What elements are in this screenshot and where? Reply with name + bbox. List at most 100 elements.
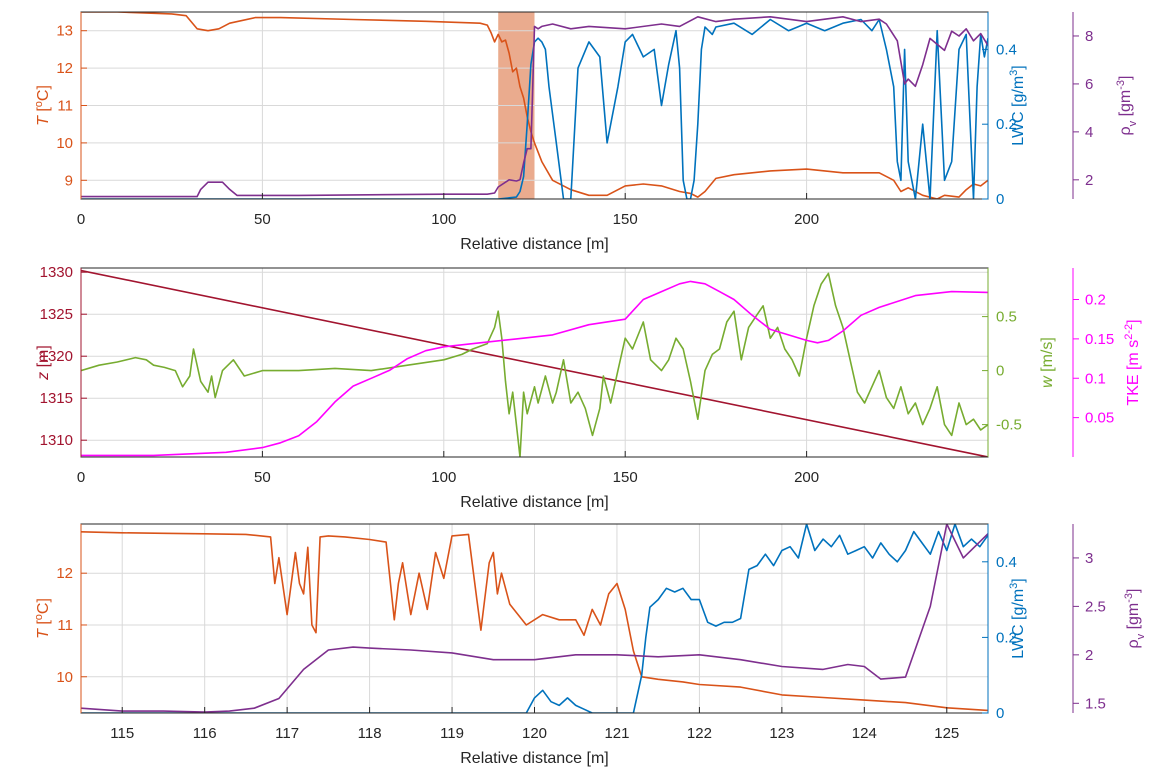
second-right-axis-label-part: -2 [1123,324,1135,334]
x-tick-label: 150 [613,211,638,228]
right-tick-label: 0.2 [996,629,1017,646]
right-tick-label: 0.5 [996,309,1017,326]
second-right-tick-label: 3 [1085,550,1093,567]
left-tick-label: 10 [56,669,73,686]
second-right-tick-label: 2 [1085,647,1093,664]
panel-2 [80,267,1079,458]
left-axis-label-part: o [33,614,45,620]
x-tick-label: 120 [522,725,547,742]
left-axis-label-part: C] [35,85,52,101]
left-tick-label: 1315 [40,390,73,407]
right-tick-label: 0 [996,705,1004,722]
right-tick-label: 0 [996,191,1004,208]
second-right-axis-label-part: v [1127,120,1139,126]
left-axis-label: z [m] [35,345,52,381]
second-right-tick-label: 0.15 [1085,331,1114,348]
left-axis-label: T [oC] [33,85,52,126]
left-axis-label-part: C] [35,598,52,614]
x-tick-label: 117 [275,725,299,742]
right-tick-label: 0.4 [996,41,1017,58]
right-tick-label: 0 [996,363,1004,380]
second-right-tick-label: 0.1 [1085,370,1106,387]
x-tick-label: 123 [769,725,794,742]
second-right-tick-label: 0.05 [1085,410,1114,427]
right-tick-label: 0.4 [996,554,1017,571]
right-axis-label-part: ] [1010,578,1027,582]
x-tick-label: 0 [77,469,85,486]
second-right-axis-label-part: s [1125,340,1142,352]
x-tick-label: 124 [852,725,877,742]
second-right-axis-label-part: -3 [1123,593,1135,603]
x-axis-label: Relative distance [m] [460,494,609,511]
panel-1 [80,11,1079,200]
x-tick-label: 100 [431,211,456,228]
second-right-axis-label-part: ρ [1117,126,1134,135]
left-axis-label-part: [ [35,107,52,116]
x-tick-label: 50 [254,469,271,486]
series-line-w [81,272,988,457]
left-tick-label: 10 [56,135,73,152]
left-axis-label-part: T [35,628,52,639]
series-line-z [81,269,988,457]
left-tick-label: 12 [56,565,73,582]
left-axis-label-part: [ [35,620,52,629]
series-line-LWC [81,18,988,199]
second-right-axis-label-part: v [1135,633,1147,639]
right-axis-label-part: [m/s] [1039,337,1056,376]
x-tick-label: 200 [794,469,819,486]
right-axis-label: LWC [g/m3] [1008,578,1027,659]
x-tick-label: 150 [613,469,638,486]
series-line-rho_v [81,524,988,713]
left-axis-label-part: T [35,115,52,126]
right-axis-label-part: LWC [g/m [1010,76,1027,146]
left-tick-label: 11 [57,98,73,115]
x-tick-label: 200 [794,211,819,228]
second-right-axis-label-part: [gm [1117,90,1134,121]
x-tick-label: 116 [193,725,217,742]
x-tick-label: 115 [110,725,134,742]
second-right-axis-label-part: [gm [1125,603,1142,634]
second-right-axis-label: ρv [gm-3] [1115,76,1139,136]
left-axis-label: T [oC] [33,598,52,639]
second-right-axis-label-part: 2 [1123,334,1135,340]
series-line-T [81,12,988,199]
left-tick-label: 9 [65,172,73,189]
right-axis-label-part: 3 [1008,583,1020,589]
right-tick-label: -0.5 [996,417,1022,434]
left-tick-label: 1330 [40,264,73,281]
x-tick-label: 121 [604,725,629,742]
second-right-axis-label-part: TKE [m [1125,352,1142,405]
x-axis-label: Relative distance [m] [460,750,609,767]
x-tick-label: 122 [687,725,712,742]
right-tick-label: 0.2 [996,116,1017,133]
second-right-axis-label-part: ] [1117,76,1134,80]
x-tick-label: 125 [934,725,959,742]
x-tick-label: 50 [254,211,271,228]
left-tick-label: 1310 [40,432,73,449]
panel-3 [80,523,1079,714]
right-axis-label: LWC [g/m3] [1008,65,1027,146]
right-axis-label-part: ] [1010,65,1027,69]
left-axis-label-part: z [35,372,52,381]
right-axis-label-part: 3 [1008,70,1020,76]
second-right-tick-label: 4 [1085,124,1093,141]
second-right-axis-label: TKE [m s2-2] [1123,319,1142,405]
second-right-axis-label-part: -3 [1115,80,1127,90]
series-line-LWC [81,524,988,713]
second-right-tick-label: 1.5 [1085,695,1106,712]
left-tick-label: 13 [56,23,73,40]
second-right-tick-label: 2.5 [1085,598,1106,615]
second-right-axis-label-part: ] [1125,589,1142,593]
second-right-axis-label-part: ρ [1125,639,1142,648]
right-axis-label-part: LWC [g/m [1010,589,1027,659]
x-tick-label: 0 [77,211,85,228]
second-right-tick-label: 2 [1085,172,1093,189]
second-right-tick-label: 8 [1085,28,1093,45]
x-tick-label: 100 [431,469,456,486]
second-right-tick-label: 6 [1085,76,1093,93]
left-tick-label: 11 [57,617,73,634]
left-tick-label: 1320 [40,348,73,365]
right-axis-label-part: w [1039,375,1056,388]
x-tick-label: 119 [440,725,464,742]
